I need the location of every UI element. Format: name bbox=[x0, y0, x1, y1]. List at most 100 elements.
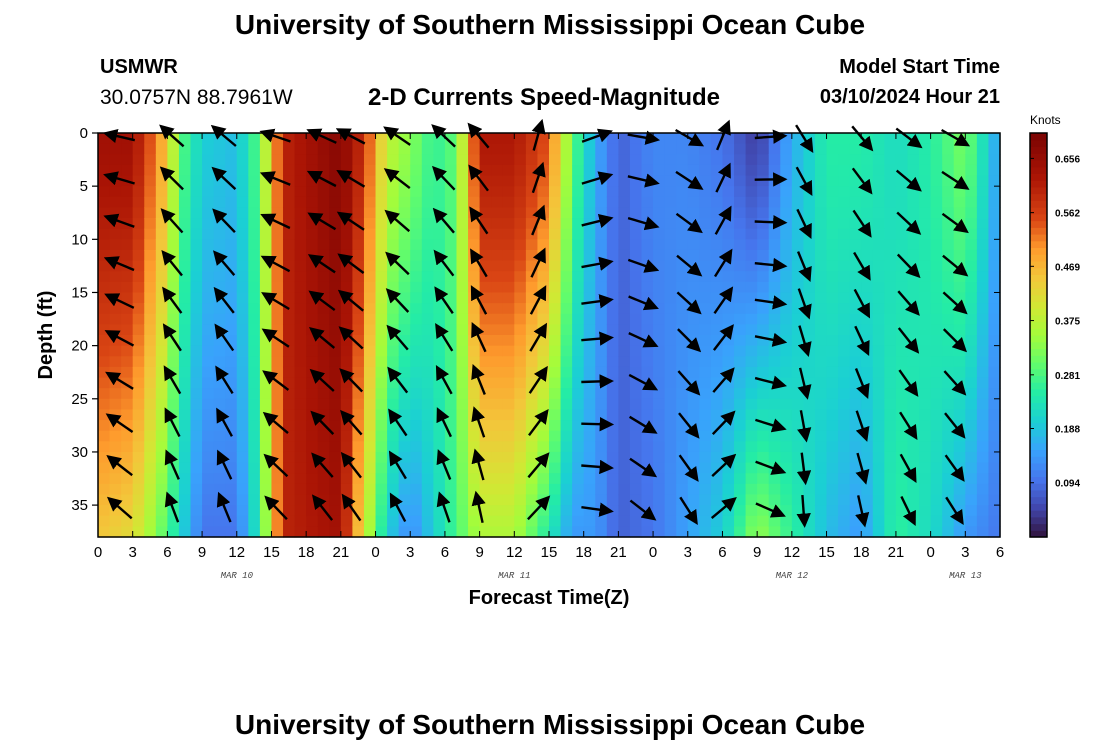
heatmap-cell bbox=[653, 154, 666, 166]
heatmap-cell bbox=[525, 515, 539, 527]
heatmap-cell bbox=[687, 239, 700, 251]
heatmap-cell bbox=[537, 143, 550, 155]
heatmap-cell bbox=[572, 441, 585, 453]
heatmap-cell bbox=[595, 473, 608, 485]
heatmap-cell bbox=[838, 409, 851, 421]
heatmap-cell bbox=[190, 398, 203, 411]
heatmap-cell bbox=[352, 218, 365, 230]
heatmap-cell bbox=[456, 335, 469, 347]
heatmap-cell bbox=[444, 186, 458, 198]
heatmap-cell bbox=[421, 398, 434, 411]
heatmap-cell bbox=[190, 409, 203, 421]
current-vector-arrow bbox=[162, 323, 182, 352]
heatmap-cell bbox=[294, 462, 307, 474]
colorbar-swatch bbox=[1030, 510, 1047, 518]
heatmap-cell bbox=[155, 196, 168, 209]
heatmap-cell bbox=[734, 494, 747, 506]
heatmap-cell bbox=[919, 409, 932, 421]
heatmap-cell bbox=[248, 313, 261, 325]
heatmap-cell bbox=[283, 218, 296, 230]
heatmap-cell bbox=[884, 462, 897, 474]
heatmap-cell bbox=[271, 228, 284, 240]
heatmap-cell bbox=[375, 164, 388, 177]
colorbar-swatch bbox=[1030, 429, 1047, 437]
current-vector-arrow bbox=[106, 496, 133, 520]
heatmap-cell bbox=[514, 377, 527, 389]
heatmap-cell bbox=[421, 218, 434, 230]
heatmap-cell bbox=[433, 335, 446, 347]
heatmap-cell bbox=[375, 483, 388, 496]
heatmap-cell bbox=[202, 249, 215, 262]
heatmap-cell bbox=[248, 483, 261, 496]
heatmap-cell bbox=[387, 186, 400, 198]
heatmap-cell bbox=[225, 451, 238, 464]
heatmap-cell bbox=[629, 196, 643, 209]
current-vector-arrow bbox=[528, 409, 549, 437]
heatmap-cell bbox=[132, 143, 145, 155]
heatmap-cell bbox=[236, 430, 249, 442]
heatmap-cell bbox=[468, 186, 481, 198]
heatmap-cell bbox=[560, 345, 573, 357]
heatmap-cell bbox=[225, 366, 238, 379]
heatmap-cell bbox=[641, 398, 654, 411]
current-vector-arrow bbox=[340, 451, 362, 479]
heatmap-cell bbox=[525, 164, 539, 177]
heatmap-cell bbox=[780, 186, 793, 198]
heatmap-cell bbox=[595, 239, 608, 251]
heatmap-cell bbox=[132, 218, 145, 230]
heatmap-cell bbox=[410, 366, 423, 379]
heatmap-cell bbox=[132, 154, 145, 166]
heatmap-cell bbox=[155, 335, 168, 347]
heatmap-cell bbox=[814, 515, 828, 527]
heatmap-cell bbox=[710, 441, 724, 453]
heatmap-cell bbox=[444, 281, 458, 294]
heatmap-cell bbox=[479, 154, 492, 166]
heatmap-cell bbox=[757, 483, 770, 496]
heatmap-cell bbox=[583, 462, 596, 474]
heatmap-cell bbox=[710, 473, 724, 485]
heatmap-cell bbox=[745, 515, 758, 527]
heatmap-cell bbox=[329, 409, 342, 421]
heatmap-cell bbox=[965, 441, 978, 453]
colorbar-tick-label: 0.562 bbox=[1055, 209, 1080, 220]
heatmap-cell bbox=[618, 356, 631, 368]
heatmap-cell bbox=[294, 260, 307, 272]
heatmap-cell bbox=[98, 249, 111, 262]
heatmap-cell bbox=[549, 218, 562, 230]
heatmap-cell bbox=[814, 356, 828, 368]
heatmap-cell bbox=[618, 239, 631, 251]
heatmap-cell bbox=[629, 218, 643, 230]
heatmap-cell bbox=[433, 515, 446, 527]
heatmap-cell bbox=[456, 451, 469, 464]
heatmap-cell bbox=[410, 345, 423, 357]
heatmap-cell bbox=[491, 483, 504, 496]
current-vector-arrow bbox=[212, 208, 236, 234]
colorbar-swatch bbox=[1030, 227, 1047, 235]
heatmap-cell bbox=[121, 196, 134, 209]
heatmap-cell bbox=[202, 186, 215, 198]
x-tick-label: 6 bbox=[996, 544, 1004, 561]
heatmap-cell bbox=[838, 366, 851, 379]
heatmap-cell bbox=[572, 451, 585, 464]
heatmap-cell bbox=[202, 164, 215, 177]
heatmap-cell bbox=[861, 505, 874, 517]
heatmap-cell bbox=[167, 228, 180, 240]
heatmap-cell bbox=[259, 164, 273, 177]
heatmap-cell bbox=[525, 196, 539, 209]
heatmap-cell bbox=[121, 143, 134, 155]
heatmap-cell bbox=[178, 133, 192, 145]
heatmap-cell bbox=[213, 420, 226, 432]
heatmap-cell bbox=[942, 398, 955, 411]
heatmap-cell bbox=[236, 239, 249, 251]
heatmap-cell bbox=[664, 366, 677, 379]
heatmap-cell bbox=[514, 409, 527, 421]
heatmap-cell bbox=[363, 526, 377, 538]
heatmap-cell bbox=[942, 186, 955, 198]
heatmap-cell bbox=[814, 239, 828, 251]
heatmap-cell bbox=[641, 515, 654, 527]
heatmap-cell bbox=[734, 335, 747, 347]
heatmap-cell bbox=[676, 483, 689, 496]
current-vector-arrow bbox=[527, 452, 550, 479]
heatmap-cell bbox=[363, 451, 377, 464]
heatmap-cell bbox=[826, 271, 839, 283]
